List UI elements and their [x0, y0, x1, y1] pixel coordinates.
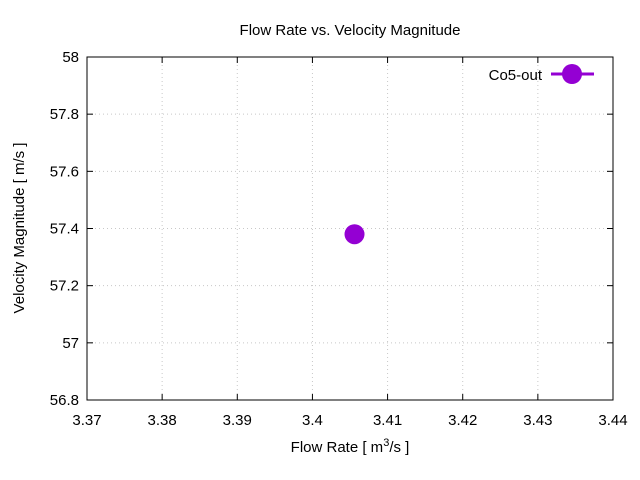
legend-label: Co5-out: [489, 67, 543, 84]
x-axis-label-superscript: 3: [383, 437, 389, 449]
y-tick-labels: 56.8 57 57.2 57.4 57.6 57.8 58: [50, 49, 79, 409]
x-tick-label: 3.43: [523, 412, 552, 429]
y-tick-label: 57.8: [50, 106, 79, 123]
y-tick-label: 57: [62, 335, 79, 352]
y-tick-label: 57.6: [50, 163, 79, 180]
y-tick-label: 57.2: [50, 278, 79, 295]
data-points: [344, 224, 365, 245]
x-axis-label: Flow Rate [ m3/s ]: [291, 437, 410, 456]
y-tick-label: 58: [62, 49, 79, 66]
legend: Co5-out: [489, 64, 594, 84]
x-tick-label: 3.4: [302, 412, 323, 429]
x-tick-label: 3.38: [148, 412, 177, 429]
plot-border: [86, 56, 614, 401]
x-tick-label: 3.42: [448, 412, 477, 429]
y-tick-label: 56.8: [50, 392, 79, 409]
x-tick-label: 3.44: [598, 412, 627, 429]
x-tick-labels: 3.37 3.38 3.39 3.4 3.41 3.42 3.43 3.44: [72, 412, 627, 429]
y-axis-label: Velocity Magnitude [ m/s ]: [11, 143, 28, 314]
data-point: [344, 224, 365, 245]
x-tick-label: 3.39: [223, 412, 252, 429]
x-tick-label: 3.41: [373, 412, 402, 429]
x-tick-label: 3.37: [72, 412, 101, 429]
legend-marker: [562, 64, 582, 84]
y-tick-label: 57.4: [50, 221, 79, 238]
chart-title: Flow Rate vs. Velocity Magnitude: [240, 22, 461, 39]
